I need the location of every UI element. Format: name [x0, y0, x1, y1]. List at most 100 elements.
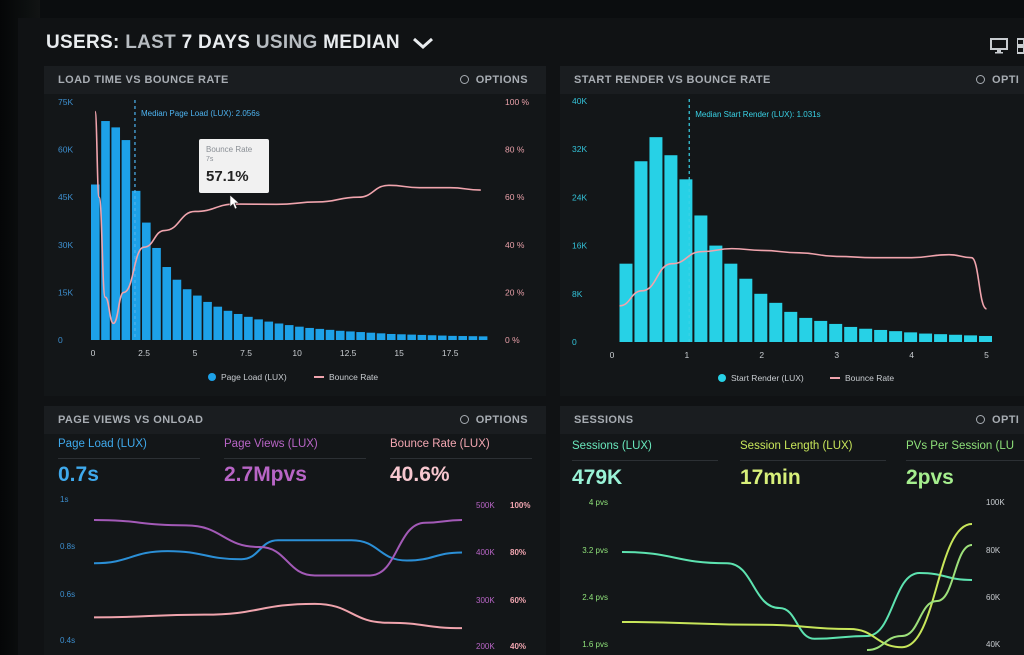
- page-load-bar: [437, 335, 447, 340]
- bounce-rate-line: [93, 602, 463, 630]
- page-load-bar: [182, 289, 192, 340]
- y-tick-label: 4 pvs: [589, 498, 608, 507]
- options-button[interactable]: OPTI: [976, 74, 1019, 86]
- y2-tick-label: 80 %: [505, 145, 525, 155]
- page-load-bar: [111, 127, 121, 341]
- grid-view-icon[interactable]: [1017, 38, 1024, 54]
- page-load-bar: [417, 334, 427, 340]
- page-load-bar: [152, 247, 161, 340]
- median-label: Median Page Load (LUX): 2.056s: [141, 109, 260, 118]
- mouse-cursor-icon: [229, 194, 240, 210]
- y-tick-label: 24K: [572, 192, 587, 202]
- y-tick-label: 3.2 pvs: [582, 546, 608, 555]
- y-tick-label: 40K: [572, 96, 587, 106]
- pvs-per-session-line: [866, 544, 973, 651]
- page-load-bar: [131, 190, 141, 340]
- page-load-bar: [244, 316, 253, 340]
- title-days: 7 DAYS: [181, 32, 251, 53]
- page-load-bar: [305, 327, 314, 340]
- metric-value-session-length: 17min: [740, 466, 801, 489]
- page-load-bar: [448, 335, 457, 340]
- y-tick-label: 30K: [58, 240, 73, 250]
- tooltip-title: Bounce Rate: [206, 145, 253, 154]
- x-tick-label: 2.5: [138, 348, 150, 358]
- start-render-bar: [934, 334, 948, 342]
- panel-title: LOAD TIME VS BOUNCE RATE: [58, 74, 229, 86]
- start-render-bar: [859, 328, 873, 342]
- x-tick-label: 3: [834, 350, 839, 360]
- panel-title: START RENDER VS BOUNCE RATE: [574, 74, 771, 86]
- start-render-bar: [784, 311, 798, 342]
- y-tick-label: 1s: [60, 495, 68, 504]
- page-load-bar: [397, 334, 406, 340]
- metric-label-sessions: Sessions (LUX): [572, 440, 652, 452]
- y-tick-label: 60K: [58, 145, 73, 155]
- x-tick-label: 7.5: [240, 348, 252, 358]
- metric-value-sessions: 479K: [572, 466, 623, 489]
- x-tick-label: 0: [91, 348, 96, 358]
- y-tick-label: 8K: [572, 289, 583, 299]
- metric-value-bounce-rate: 40.6%: [390, 463, 450, 486]
- tooltip-sub: 7s: [206, 156, 214, 163]
- x-tick-label: 15: [394, 348, 404, 358]
- start-render-bar: [634, 161, 648, 342]
- y2-tick-label: 100 %: [505, 97, 530, 107]
- page-load-bar: [407, 334, 416, 340]
- y-tick-label: 45K: [58, 192, 73, 202]
- y2-tick-label: 60K: [986, 593, 1001, 602]
- start-render-bar: [694, 215, 708, 342]
- metric-divider: [58, 458, 200, 459]
- metric-divider: [572, 460, 718, 461]
- options-label: OPTI: [992, 74, 1020, 86]
- y2-tick-label: 200K: [476, 642, 495, 651]
- x-tick-label: 2: [759, 350, 764, 360]
- start-render-bar: [739, 278, 753, 342]
- options-label: OPTIONS: [475, 74, 528, 86]
- start-render-bar: [814, 320, 828, 342]
- chevron-down-icon[interactable]: [412, 36, 434, 50]
- tooltip-value: 57.1%: [206, 168, 249, 185]
- legend-swatch-start-render: [718, 374, 726, 382]
- page-load-bar: [142, 222, 151, 340]
- y2-tick-label: 0 %: [505, 335, 520, 345]
- y2-tick-label: 40K: [986, 640, 1001, 649]
- title-using: USING: [255, 32, 318, 53]
- start-render-bar: [964, 335, 978, 342]
- options-button[interactable]: OPTIONS: [459, 414, 528, 426]
- metric-divider: [740, 460, 886, 461]
- metric-label-page-load: Page Load (LUX): [58, 438, 147, 450]
- bounce-rate-tooltip: Bounce Rate 7s 57.1%: [199, 139, 269, 193]
- y3-tick-label: 80%: [510, 548, 526, 557]
- x-tick-label: 12.5: [340, 348, 357, 358]
- options-label: OPTIONS: [475, 414, 528, 426]
- dashboard-title[interactable]: USERS: LAST 7 DAYS USING MEDIAN: [46, 32, 434, 54]
- monitor-icon[interactable]: [990, 38, 1008, 54]
- panel-title: SESSIONS: [574, 414, 634, 426]
- sessions-chart: 1.6 pvs 2.4 pvs 3.2 pvs 4 pvs 40K 60K 80K 100K: [582, 498, 1005, 651]
- y-tick-label: 1.6 pvs: [582, 640, 608, 649]
- options-button[interactable]: OPTI: [976, 414, 1019, 426]
- metric-value-page-views: 2.7Mpvs: [224, 463, 307, 486]
- page-load-bar: [315, 328, 325, 340]
- metric-divider: [906, 460, 1024, 461]
- y-tick-label: 0: [58, 335, 63, 345]
- start-render-bar: [889, 331, 903, 342]
- page-load-bar: [213, 306, 223, 340]
- panel-header: START RENDER VS BOUNCE RATE OPTI: [560, 66, 1024, 94]
- start-render-bar: [829, 323, 843, 342]
- sessions-panel: SESSIONS OPTI: [560, 406, 1024, 655]
- load-time-chart: 0 15K 30K 45K 60K 75K 0 % 20 % 40 % 60 % 80 % 100 %…: [58, 97, 530, 382]
- options-button[interactable]: OPTIONS: [459, 74, 528, 86]
- panel-header: SESSIONS OPTI: [560, 406, 1024, 434]
- panel-title: PAGE VIEWS VS ONLOAD: [58, 414, 204, 426]
- metric-divider: [224, 458, 366, 459]
- page-load-bar: [274, 323, 284, 340]
- y-tick-label: 0.6s: [60, 590, 75, 599]
- y2-tick-label: 500K: [476, 501, 495, 510]
- metric-label-page-views: Page Views (LUX): [224, 438, 318, 450]
- page-load-bar: [203, 301, 212, 340]
- page-load-bar: [101, 121, 110, 340]
- y3-tick-label: 40%: [510, 642, 526, 651]
- page-load-bar: [478, 336, 488, 340]
- x-tick-label: 4: [909, 350, 914, 360]
